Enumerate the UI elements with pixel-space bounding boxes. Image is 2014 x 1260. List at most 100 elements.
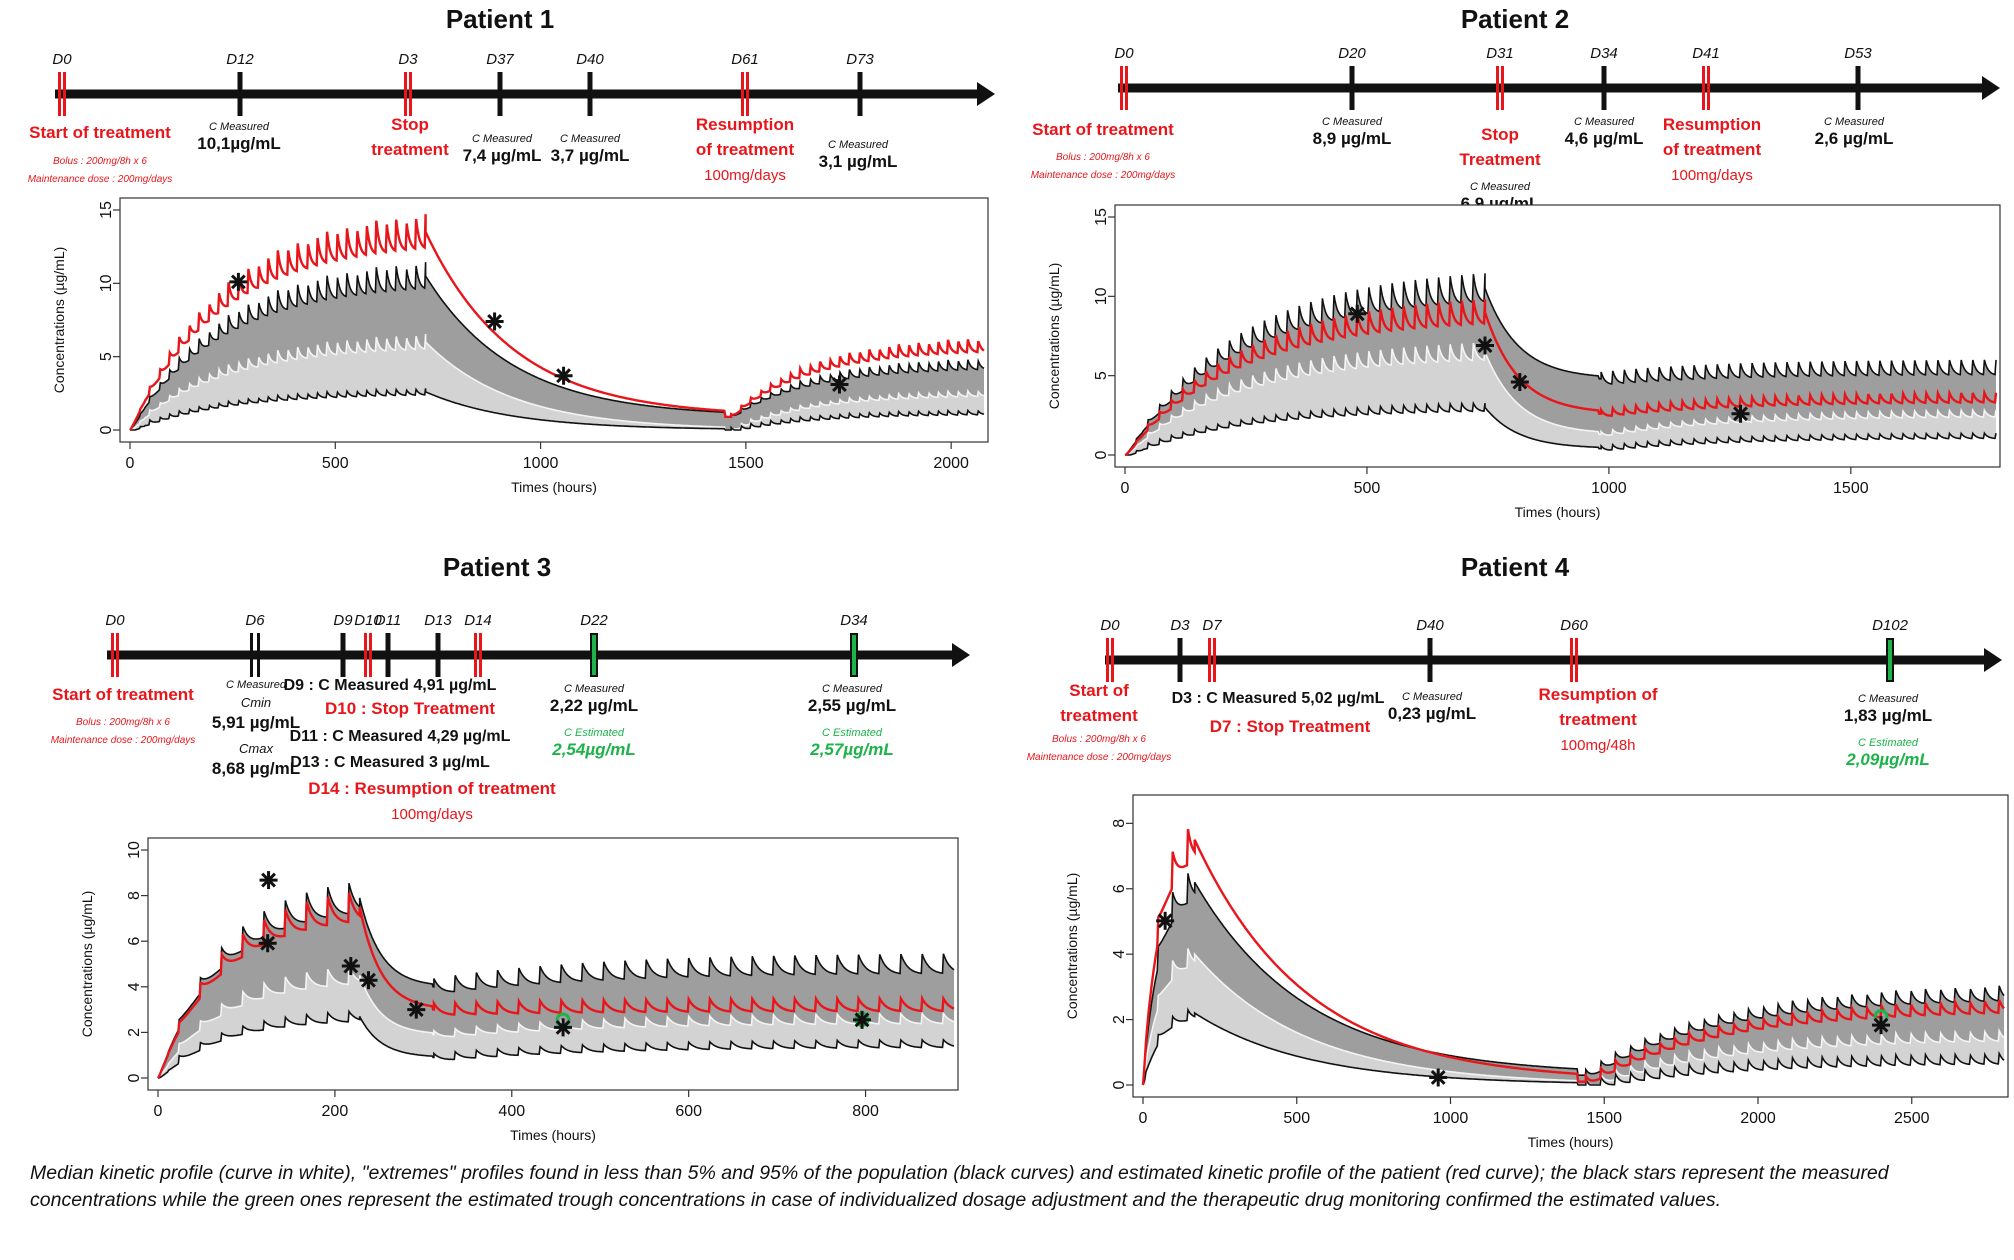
annotation-line: of treatment (1663, 140, 1762, 159)
red-marker-bar (746, 72, 749, 116)
series-patient-estimated (157, 892, 955, 1079)
measured-point-star (485, 312, 504, 331)
annotation-line: 8,9 µg/mL (1313, 129, 1392, 148)
measured-point-star (554, 366, 573, 385)
series-5th-percentile (1142, 1007, 2005, 1086)
red-marker-bar (1111, 638, 1114, 682)
annotation-line: Cmax (239, 741, 273, 756)
timeline-marker: D61 (731, 51, 759, 116)
annotation-line: C Estimated (1858, 737, 1919, 749)
annotation-line: 4,6 µg/mL (1565, 129, 1644, 148)
annotation-line: D11 : C Measured 4,29 µg/mL (290, 728, 511, 745)
annotation-line: Maintenance dose : 200mg/days (1027, 752, 1172, 763)
timeline-marker: D0 (1114, 45, 1134, 110)
figure-caption: Median kinetic profile (curve in white),… (30, 1162, 1889, 1211)
annotation-line: 3,1 µg/mL (819, 152, 898, 171)
day-label: D53 (1844, 45, 1872, 62)
timeline-marker: D102 (1872, 617, 1909, 682)
black-marker-bar (1855, 66, 1861, 110)
red-marker-bar (1120, 66, 1123, 110)
red-marker-bar (479, 633, 482, 677)
measured-point-star (258, 934, 277, 953)
measured-point-star-stroke (230, 274, 246, 290)
measured-point-star (1872, 1016, 1890, 1035)
day-label: D0 (105, 612, 125, 629)
day-label: D41 (1692, 45, 1720, 62)
timeline-annotation: Bolus : 200mg/8h x 6 Maintenance dose : 2… (1031, 152, 1176, 181)
black-marker-bar (385, 633, 391, 677)
red-marker-bar (474, 633, 477, 677)
annotation-line: Cmin (241, 695, 271, 710)
red-marker-bar (741, 72, 744, 116)
day-label: D60 (1560, 617, 1588, 634)
y-tick-label: 10 (1093, 287, 1110, 305)
series-median (157, 966, 955, 1079)
annotation-line: C Measured (822, 683, 883, 695)
measured-point-star (1476, 336, 1495, 355)
y-tick-label: 15 (98, 201, 115, 219)
annotation-line: D9 : C Measured 4,91 µg/mL (284, 677, 497, 694)
measured-point-star (853, 1010, 872, 1029)
panel-title: Patient 2 (1461, 4, 1569, 34)
series-patient-estimated (1124, 299, 1998, 457)
timeline-marker: D0 (105, 612, 125, 677)
green-marker-fill (1888, 640, 1892, 680)
timeline-marker: D34 (1590, 45, 1618, 110)
timeline-arrow-head (977, 82, 995, 106)
x-tick-label: 600 (675, 1103, 702, 1120)
x-tick-label: 400 (498, 1103, 525, 1120)
x-tick-label: 1000 (1591, 480, 1627, 497)
timeline-annotation: D9 : C Measured 4,91 µg/mL (284, 677, 497, 694)
annotation-line: Bolus : 200mg/8h x 6 (1056, 152, 1150, 163)
annotation-line: 7,4 µg/mL (463, 146, 542, 165)
measured-point-star-stroke (361, 972, 376, 988)
black-marker-bar (497, 72, 503, 116)
day-label: D31 (1486, 45, 1514, 62)
timeline-marker: D20 (1338, 45, 1366, 110)
annotation-line: Resumption of (1539, 685, 1658, 704)
red-marker-bar (1208, 638, 1211, 682)
percentile-band-light (1143, 948, 2004, 1085)
timeline-marker: D10 (354, 612, 382, 677)
red-marker-bar (111, 633, 114, 677)
measured-point-star (1429, 1068, 1448, 1087)
measured-point-star (341, 957, 360, 976)
percentile-band-dark (1143, 873, 2004, 1085)
x-tick-label: 1000 (523, 455, 559, 472)
timeline-marker: D73 (846, 51, 874, 116)
measured-point-star (1348, 304, 1367, 323)
x-tick-label: 0 (1121, 480, 1130, 497)
timeline-marker: D0 (1100, 617, 1120, 682)
red-marker-bar (63, 72, 66, 116)
day-label: D13 (424, 612, 452, 629)
annotation-line: Start of treatment (1032, 120, 1174, 139)
timeline-annotation: Resumption of treatment 100mg/days (696, 115, 795, 184)
annotation-line: D10 : Stop Treatment (325, 699, 495, 718)
annotation-line: 2,57µg/mL (809, 740, 894, 759)
red-marker-bar (1702, 66, 1705, 110)
black-marker-bar (250, 633, 253, 677)
day-label: D0 (1114, 45, 1134, 62)
series-95th-percentile (157, 883, 955, 1079)
timeline-marker: D13 (424, 612, 452, 677)
annotation-line: C Measured (1858, 693, 1919, 705)
x-tick-label: 1500 (1586, 1110, 1622, 1127)
y-tick-label: 2 (126, 1028, 143, 1037)
series-median (130, 334, 985, 431)
annotation-line: Resumption (696, 115, 794, 134)
black-marker-bar (1177, 638, 1183, 682)
x-tick-label: 500 (1283, 1110, 1310, 1127)
red-marker-bar (116, 633, 119, 677)
measured-point-star (1731, 404, 1750, 423)
green-marker-fill (852, 635, 856, 675)
annotation-line: 100mg/days (391, 806, 473, 823)
patient-4-panel: Patient 4 D0 D3 D7 D40 D60 D102 Start of treatme… (1027, 552, 2009, 1150)
x-axis-label: Times (hours) (1515, 504, 1601, 520)
y-tick-label: 5 (98, 352, 115, 361)
x-tick-label: 1000 (1433, 1110, 1469, 1127)
